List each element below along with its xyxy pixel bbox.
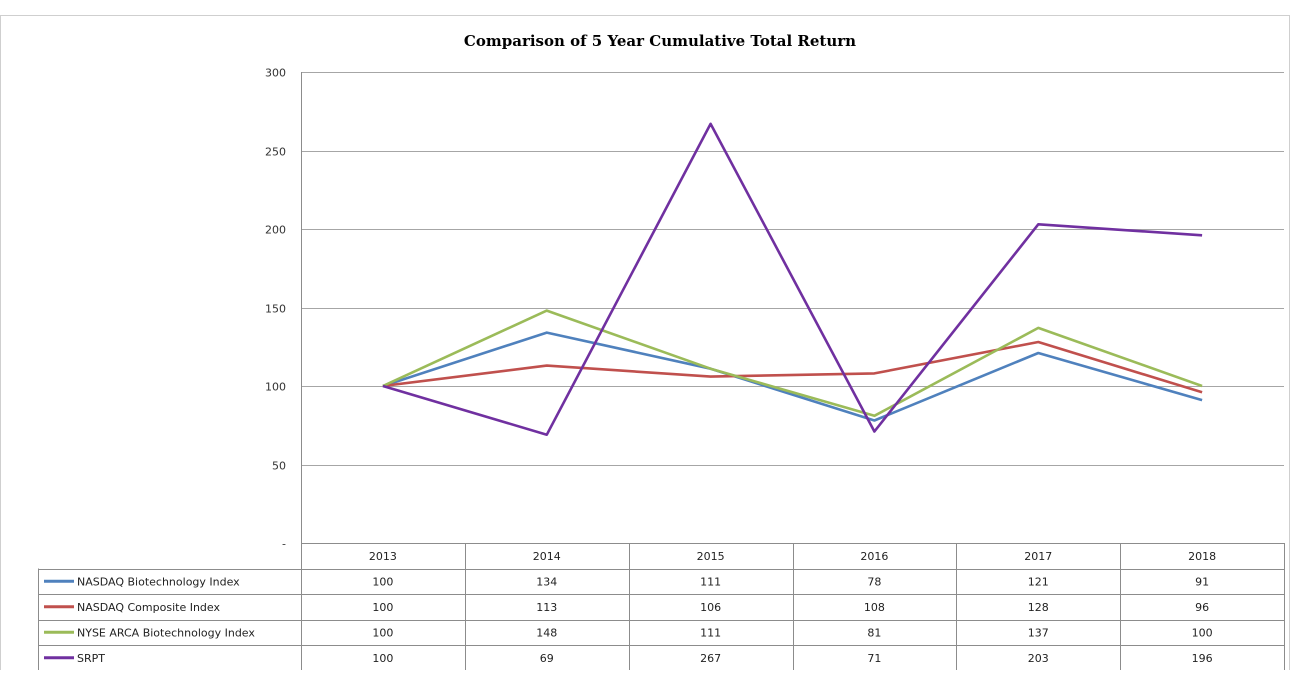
data-value: 71 <box>867 652 881 665</box>
data-value: 91 <box>1195 575 1209 588</box>
data-value: 203 <box>1028 652 1049 665</box>
data-value: 69 <box>540 652 554 665</box>
y-tick-label: 100 <box>265 381 286 394</box>
x-tick-label: 2016 <box>860 550 888 563</box>
series-lines <box>382 122 1203 437</box>
y-tick-label: 300 <box>265 67 286 80</box>
data-value: 196 <box>1192 652 1213 665</box>
y-tick-label: 150 <box>265 303 286 316</box>
x-tick-label: 2014 <box>533 550 561 563</box>
y-tick-label: 250 <box>265 146 286 159</box>
data-value: 100 <box>372 652 393 665</box>
chart-title: Comparison of 5 Year Cumulative Total Re… <box>464 32 856 50</box>
data-value: 81 <box>867 626 881 639</box>
x-tick-label: 2015 <box>697 550 725 563</box>
series-line <box>382 309 1203 418</box>
data-value: 106 <box>700 601 721 614</box>
data-value: 113 <box>536 601 557 614</box>
data-value: 267 <box>700 652 721 665</box>
legend-label: NASDAQ Biotechnology Index <box>77 575 240 588</box>
y-tick-label: 50 <box>272 460 286 473</box>
legend-label: NASDAQ Composite Index <box>77 601 220 614</box>
series-line <box>382 122 1203 437</box>
y-tick-label: - <box>282 538 286 551</box>
series-line <box>382 331 1203 422</box>
data-value: 128 <box>1028 601 1049 614</box>
data-value: 148 <box>536 626 557 639</box>
data-value: 100 <box>372 575 393 588</box>
data-value: 111 <box>700 626 721 639</box>
data-value: 108 <box>864 601 885 614</box>
data-value: 100 <box>1192 626 1213 639</box>
gridlines <box>301 72 1284 544</box>
chart-frame <box>0 15 1290 674</box>
y-tick-label: 200 <box>265 224 286 237</box>
x-tick-label: 2013 <box>369 550 397 563</box>
data-value: 78 <box>867 575 881 588</box>
data-value: 100 <box>372 626 393 639</box>
data-table: 2013 2014 2015 2016 2017 2018 NASDAQ Biotechno… <box>38 543 1285 672</box>
x-tick-label: 2017 <box>1024 550 1052 563</box>
x-tick-label: 2018 <box>1188 550 1216 563</box>
y-axis-ticks: - 50 100 150 200 250 300 <box>265 67 286 551</box>
data-value: 100 <box>372 601 393 614</box>
series-line <box>382 340 1203 394</box>
legend-label: NYSE ARCA Biotechnology Index <box>77 626 255 639</box>
data-value: 137 <box>1028 626 1049 639</box>
data-value: 134 <box>536 575 557 588</box>
data-value: 121 <box>1028 575 1049 588</box>
legend-label: SRPT <box>77 652 105 665</box>
data-value: 111 <box>700 575 721 588</box>
data-value: 96 <box>1195 601 1209 614</box>
